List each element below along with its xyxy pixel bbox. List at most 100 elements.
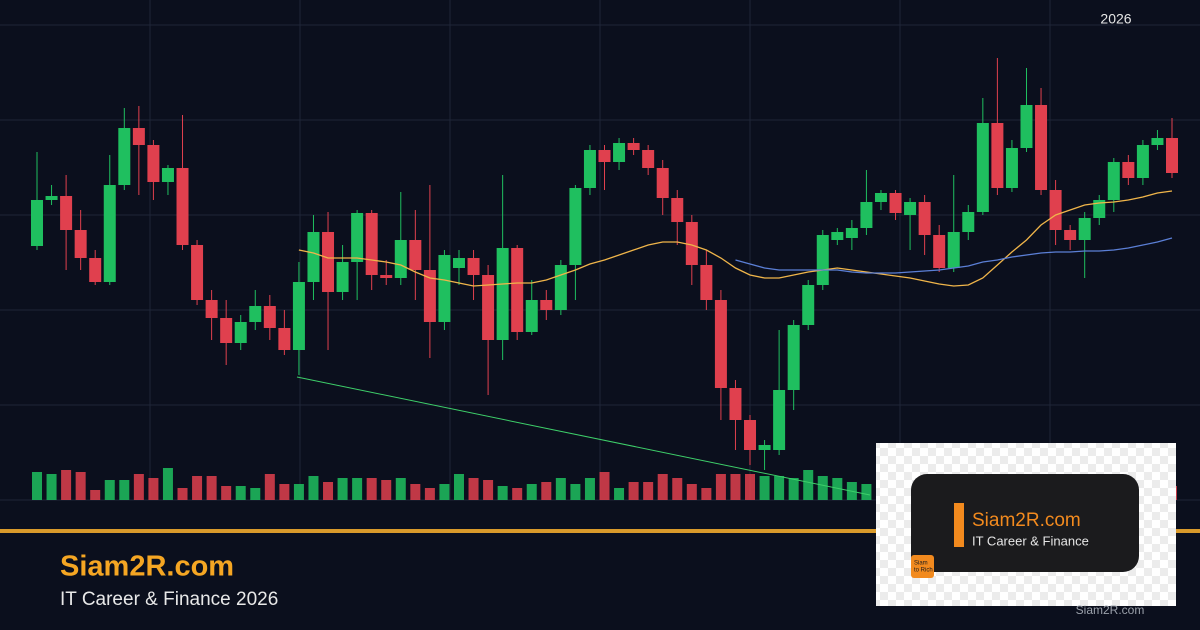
candle-body	[118, 128, 131, 185]
volume-bar	[439, 484, 450, 500]
badge-text: to Rich	[914, 568, 933, 574]
candle-body	[889, 193, 902, 213]
volume-bar	[395, 478, 406, 500]
candle-body	[1122, 162, 1135, 178]
volume-bar	[541, 482, 552, 500]
volume-bar	[133, 474, 144, 500]
volume-bar	[832, 478, 843, 500]
watermark-site: Siam2R.com	[1076, 603, 1145, 617]
candle-body	[1064, 230, 1077, 240]
volume-bar	[817, 476, 828, 500]
candle-body	[583, 150, 596, 188]
candle-body	[1136, 145, 1149, 178]
candle-body	[714, 300, 727, 388]
candle-body	[1093, 200, 1106, 218]
candle-body	[1151, 138, 1164, 145]
watermark-subtitle: IT Career & Finance	[972, 533, 1089, 548]
candle-body	[409, 240, 422, 270]
candle-body	[627, 143, 640, 150]
volume-bar	[75, 472, 86, 500]
volume-bar	[701, 488, 712, 500]
moving-average	[735, 237, 1173, 274]
volume-bar	[46, 474, 57, 500]
candle-body	[482, 275, 495, 340]
watermark: Siam2R.com IT Career & Finance Siam to R…	[876, 443, 1176, 617]
candle-body	[787, 325, 800, 390]
candle-body	[991, 123, 1004, 188]
volume-bar	[497, 486, 508, 500]
volume-bar	[643, 482, 654, 500]
volume-bar	[453, 474, 464, 500]
candle-body	[1005, 148, 1018, 188]
watermark-card	[911, 474, 1139, 572]
candle-body	[351, 213, 364, 262]
volume-bar	[759, 476, 770, 500]
candle-body	[671, 198, 684, 222]
candle-body	[336, 262, 349, 292]
volume-bar	[861, 484, 872, 500]
candle-body	[642, 150, 655, 168]
candle-body	[598, 150, 611, 162]
candle-body	[161, 168, 174, 182]
candle-body	[656, 168, 669, 198]
volume-bar	[745, 474, 756, 500]
candle-body	[322, 232, 335, 292]
candle-body	[962, 212, 975, 232]
volume-bar	[323, 482, 334, 500]
candle-body	[60, 196, 73, 230]
candle-body	[31, 200, 43, 246]
candle-body	[394, 240, 407, 278]
volume-bar	[730, 474, 741, 500]
candle-body	[845, 228, 858, 238]
volume-bar	[526, 484, 537, 500]
candle-body	[220, 318, 233, 343]
candle-body	[685, 222, 698, 265]
candle-body	[816, 235, 829, 285]
volume-bar	[657, 474, 668, 500]
candle-body	[191, 245, 204, 300]
candle-body	[365, 213, 378, 275]
candle-body	[423, 270, 436, 322]
volume-bar	[512, 488, 523, 500]
volume-bar	[468, 478, 479, 500]
volume-bar	[352, 478, 363, 500]
volume-bar	[250, 488, 261, 500]
candle-body	[758, 445, 771, 450]
volume-bar	[614, 488, 625, 500]
volume-bar	[162, 468, 173, 500]
candle-body	[904, 202, 917, 215]
candle-body	[1020, 105, 1033, 148]
volume-bar	[90, 490, 101, 500]
candle-body	[874, 193, 887, 202]
candle-body	[569, 188, 582, 265]
candle-body	[438, 255, 451, 322]
volume-bar	[584, 478, 595, 500]
candle-body	[307, 232, 320, 282]
candle-body	[467, 258, 480, 275]
badge-text: Siam	[914, 561, 928, 567]
volume-bar	[293, 484, 304, 500]
candle-body	[1049, 190, 1062, 230]
candle-body	[496, 248, 509, 340]
candle-body	[263, 306, 276, 328]
volume-bar	[148, 478, 159, 500]
candle-body	[831, 232, 844, 240]
candle-body	[947, 232, 960, 268]
candle-body	[1107, 162, 1120, 200]
candle-body	[525, 300, 538, 332]
candle-body	[74, 230, 87, 258]
candle-body	[278, 328, 291, 350]
candle-body	[234, 322, 247, 343]
volume-bar	[555, 478, 566, 500]
volume-bar	[774, 476, 785, 500]
candle-body	[700, 265, 713, 300]
candle-body	[132, 128, 145, 145]
candle-body	[773, 390, 786, 450]
divider	[0, 529, 1200, 533]
trend-line	[296, 376, 871, 496]
volume-bar	[61, 470, 72, 500]
watermark-title: Siam2R.com	[972, 510, 1081, 531]
candle-body	[613, 143, 626, 162]
volume-bar	[264, 474, 275, 500]
